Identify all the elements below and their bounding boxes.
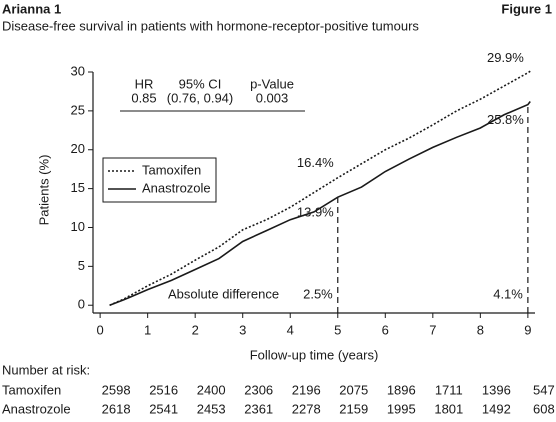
risk-count: 1711	[435, 382, 463, 397]
x-tick-label: 3	[239, 322, 246, 337]
x-tick-label: 4	[287, 322, 294, 337]
risk-count: 2541	[149, 401, 178, 416]
difference-title: Absolute difference	[168, 286, 279, 301]
stats-value: 0.003	[256, 90, 289, 105]
risk-row-name: Anastrozole	[2, 401, 71, 416]
y-axis-label: Patients (%)	[36, 155, 51, 226]
risk-count: 1896	[387, 382, 416, 397]
y-tick-label: 25	[71, 102, 85, 117]
chart-subtitle: Disease-free survival in patients with h…	[2, 18, 419, 33]
x-tick-label: 9	[524, 322, 531, 337]
risk-count: 2278	[292, 401, 321, 416]
risk-count: 1492	[482, 401, 511, 416]
risk-count: 2400	[197, 382, 226, 397]
risk-row-name: Tamoxifen	[2, 382, 61, 397]
stats-header: HR	[135, 76, 154, 91]
y-tick-label: 10	[71, 219, 85, 234]
risk-count: 2196	[292, 382, 321, 397]
data-label: 29.9%	[487, 50, 524, 65]
chart-title: Arianna 1	[2, 1, 61, 16]
difference-label: 2.5%	[303, 286, 333, 301]
y-tick-label: 15	[71, 180, 85, 195]
x-axis-label: Follow-up time (years)	[250, 347, 379, 362]
stats-header: 95% CI	[179, 76, 222, 91]
risk-count: 2598	[102, 382, 131, 397]
x-tick-label: 7	[429, 322, 436, 337]
difference-label: 4.1%	[493, 286, 523, 301]
risk-count: 608	[533, 401, 555, 416]
risk-count: 2075	[339, 382, 368, 397]
risk-count: 1801	[434, 401, 463, 416]
x-tick-label: 6	[382, 322, 389, 337]
x-tick-label: 5	[334, 322, 341, 337]
x-tick-label: 0	[97, 322, 104, 337]
series-line	[109, 101, 531, 306]
x-tick-label: 2	[192, 322, 199, 337]
risk-count: 2361	[244, 401, 273, 416]
risk-count: 1396	[482, 382, 511, 397]
y-tick-label: 30	[71, 63, 85, 78]
x-tick-label: 1	[144, 322, 151, 337]
data-label: 25.8%	[487, 112, 524, 127]
data-label: 13.9%	[297, 205, 334, 220]
legend-label: Tamoxifen	[142, 162, 201, 177]
figure-label: Figure 1	[501, 1, 552, 16]
risk-count: 2306	[244, 382, 273, 397]
risk-count: 547	[533, 382, 555, 397]
data-label: 16.4%	[297, 155, 334, 170]
y-tick-label: 20	[71, 141, 85, 156]
risk-count: 2453	[197, 401, 226, 416]
x-tick-label: 8	[477, 322, 484, 337]
legend-label: Anastrozole	[142, 180, 211, 195]
risk-count: 2516	[149, 382, 178, 397]
stats-value: 0.85	[131, 90, 156, 105]
risk-count: 2159	[339, 401, 368, 416]
series-line	[109, 70, 531, 306]
legend-box	[102, 157, 217, 203]
risk-count: 1995	[387, 401, 416, 416]
risk-count: 2618	[102, 401, 131, 416]
stats-value: (0.76, 0.94)	[167, 90, 234, 105]
y-tick-label: 0	[78, 297, 85, 312]
risk-table-title: Number at risk:	[2, 362, 90, 377]
y-tick-label: 5	[78, 258, 85, 273]
stats-header: p-Value	[250, 76, 294, 91]
